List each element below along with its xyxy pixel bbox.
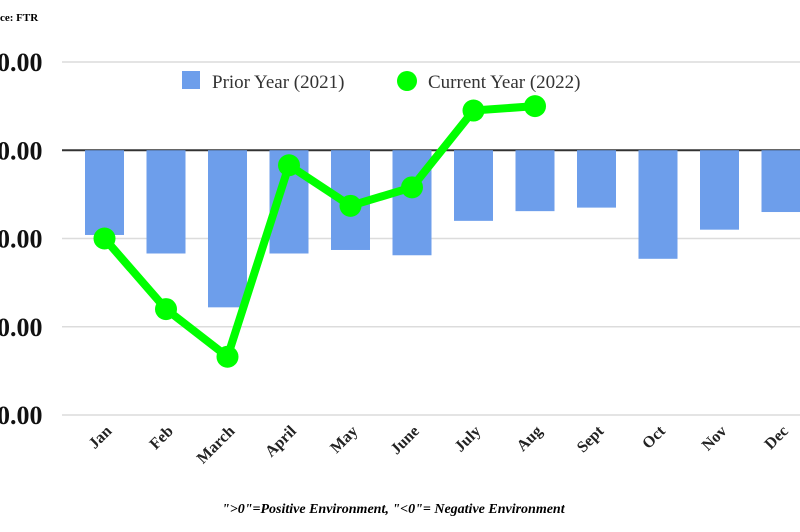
point-june [401,176,423,199]
y-tick-label: 0.00 [0,401,43,430]
bar-jan [85,150,124,235]
legend-swatch-prior-year [182,71,200,89]
legend-label-prior-year: Prior Year (2021) [212,72,344,93]
legend-label-current-year: Current Year (2022) [428,72,581,93]
x-tick-label-feb: Feb [147,423,177,453]
y-tick-label: 0.00 [0,136,43,165]
legend: Prior Year (2021) Current Year (2022) [182,71,581,93]
footer-note: ">0"=Positive Environment, "<0"= Negativ… [222,502,565,517]
x-tick-label-aug: Aug [514,423,546,455]
bar-series [85,150,800,308]
bar-oct [638,150,678,259]
y-axis-ticks: 0.00 0.00 0.00 0.00 0.00 [0,48,43,430]
x-tick-label-july: July [452,423,485,456]
point-aug [524,95,546,118]
point-feb [155,298,177,321]
x-axis-ticks: Jan Feb March April May June July Aug Sept Oct Nov… [86,422,792,467]
bar-aug [515,150,555,212]
x-tick-label-jan: Jan [86,423,116,453]
current-year-line [100,102,539,361]
point-july [462,99,485,122]
bar-feb [146,150,186,254]
bar-nov [700,150,739,230]
bar-sept [577,150,616,208]
x-tick-label-oct: Oct [639,422,669,452]
x-tick-label-nov: Nov [699,423,731,455]
y-tick-label: 0.00 [0,313,43,342]
x-tick-label-march: March [194,423,239,468]
x-tick-label-may: May [327,423,361,457]
legend-marker-current-year [397,71,417,91]
x-tick-label-sept: Sept [574,422,608,456]
x-tick-label-dec: Dec [762,423,792,453]
bar-march [208,150,247,308]
bar-july [454,150,493,221]
point-april [278,154,300,177]
y-tick-label: 0.00 [0,48,43,77]
x-tick-label-april: April [262,422,300,460]
point-may [339,194,362,217]
point-march [216,345,239,368]
x-tick-label-june: June [388,423,423,458]
y-tick-label: 0.00 [0,225,43,254]
bar-dec [761,150,800,213]
line-series [93,95,546,368]
point-jan [93,227,116,250]
source-label: ce: FTR [0,12,39,24]
